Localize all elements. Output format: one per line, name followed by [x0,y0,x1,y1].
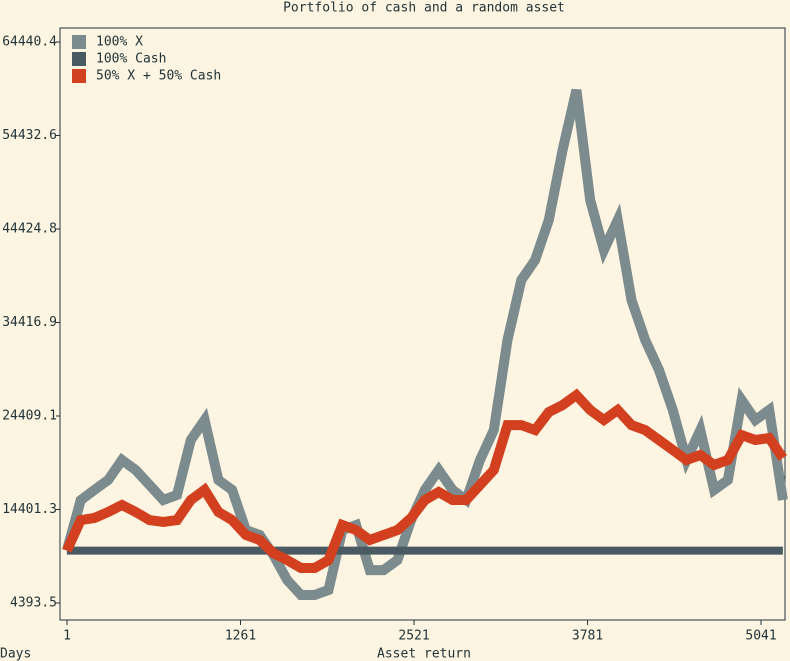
y-axis-label: Asset return [377,647,471,661]
series-line [62,88,788,600]
chart-title: Portfolio of cash and a random asset [283,1,565,16]
y-tick-label: 64440.4 [2,35,57,50]
legend-label: 100% Cash [96,52,166,67]
x-tick-label: 3781 [572,629,603,644]
legend-swatch [72,52,86,66]
legend-swatch [72,35,86,49]
series-line [62,388,788,573]
legend-label: 50% X + 50% Cash [96,69,221,84]
plot-frame [59,27,786,621]
y-tick-label: 44424.8 [2,222,57,237]
y-tick-label: 24409.1 [2,409,57,424]
x-axis-label: Days [0,647,31,661]
y-tick-label: 4393.5 [10,596,57,611]
y-tick-label: 54432.6 [2,128,57,143]
y-tick-label: 14401.3 [2,502,57,517]
legend-swatch [72,69,86,83]
x-tick-label: 1 [63,629,71,644]
y-tick-label: 34416.9 [2,315,57,330]
x-tick-label: 2521 [398,629,429,644]
x-tick-label: 5041 [745,629,776,644]
legend-label: 100% X [96,35,143,50]
x-tick-label: 1261 [225,629,256,644]
